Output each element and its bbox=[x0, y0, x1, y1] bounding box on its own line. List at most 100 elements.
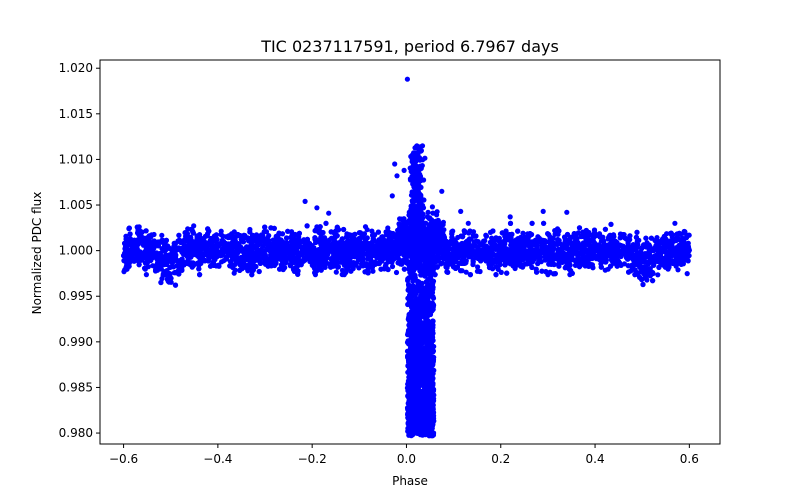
data-point bbox=[262, 224, 268, 230]
data-point bbox=[617, 235, 623, 241]
data-point bbox=[229, 231, 235, 237]
data-point bbox=[242, 233, 248, 239]
data-point bbox=[263, 237, 269, 243]
data-point bbox=[337, 239, 344, 245]
data-point bbox=[165, 278, 171, 284]
data-point bbox=[626, 269, 632, 275]
data-point bbox=[506, 236, 512, 242]
data-point bbox=[686, 232, 692, 238]
data-point bbox=[304, 243, 310, 249]
data-points bbox=[121, 76, 692, 439]
data-point bbox=[143, 272, 149, 278]
data-point bbox=[291, 244, 297, 250]
chart-title: TIC 0237117591, period 6.7967 days bbox=[260, 37, 559, 56]
data-point bbox=[577, 263, 583, 269]
data-point bbox=[535, 234, 541, 240]
data-point bbox=[510, 263, 516, 269]
data-point bbox=[541, 220, 547, 226]
data-point bbox=[273, 233, 279, 239]
data-point bbox=[546, 261, 552, 267]
data-point bbox=[268, 259, 274, 265]
data-point bbox=[194, 233, 200, 239]
data-point bbox=[278, 237, 284, 243]
data-point bbox=[504, 270, 510, 276]
data-point bbox=[362, 224, 369, 230]
data-point bbox=[591, 227, 598, 233]
data-point bbox=[608, 221, 614, 227]
data-point bbox=[178, 265, 184, 271]
data-point bbox=[126, 225, 132, 231]
data-point bbox=[356, 230, 362, 236]
data-point bbox=[675, 254, 682, 260]
data-point bbox=[681, 228, 687, 235]
data-point bbox=[463, 269, 469, 275]
data-point bbox=[263, 261, 269, 267]
data-point bbox=[370, 232, 376, 238]
data-point bbox=[372, 261, 378, 267]
data-point bbox=[623, 236, 629, 242]
data-point bbox=[466, 230, 472, 236]
data-point bbox=[633, 234, 640, 240]
data-point bbox=[493, 235, 499, 241]
data-point bbox=[448, 254, 454, 260]
data-point bbox=[572, 262, 579, 268]
data-point bbox=[645, 259, 651, 266]
data-point bbox=[533, 266, 539, 272]
data-point bbox=[325, 250, 331, 256]
data-point bbox=[245, 268, 251, 274]
data-point bbox=[608, 263, 614, 269]
data-point bbox=[389, 257, 395, 264]
data-point bbox=[304, 223, 310, 229]
data-point bbox=[529, 220, 535, 226]
data-point bbox=[168, 258, 174, 264]
data-point bbox=[391, 251, 397, 257]
data-point bbox=[666, 255, 672, 261]
data-point bbox=[218, 253, 224, 259]
data-point bbox=[247, 244, 253, 250]
data-point bbox=[467, 272, 473, 278]
data-point bbox=[274, 248, 280, 254]
data-point bbox=[295, 238, 301, 244]
data-point bbox=[465, 220, 471, 226]
data-point bbox=[166, 252, 172, 258]
data-point bbox=[495, 266, 501, 272]
data-point bbox=[136, 262, 142, 268]
data-point bbox=[176, 271, 182, 277]
data-point bbox=[665, 244, 671, 250]
data-point bbox=[333, 269, 339, 275]
data-point bbox=[383, 229, 389, 235]
data-point bbox=[643, 254, 649, 260]
data-point bbox=[672, 220, 678, 226]
data-point bbox=[205, 226, 211, 232]
data-point bbox=[231, 244, 237, 250]
data-point bbox=[311, 265, 318, 271]
data-point bbox=[656, 264, 662, 270]
data-point bbox=[385, 266, 391, 273]
data-point bbox=[167, 271, 173, 277]
data-point bbox=[132, 251, 138, 257]
data-point bbox=[185, 258, 191, 264]
data-point bbox=[513, 240, 519, 247]
data-point bbox=[250, 232, 256, 238]
data-point bbox=[634, 229, 640, 235]
data-point bbox=[650, 278, 656, 284]
data-point bbox=[574, 236, 580, 242]
data-point bbox=[643, 235, 649, 241]
data-point bbox=[507, 258, 513, 265]
data-point bbox=[464, 238, 470, 244]
data-point bbox=[602, 267, 608, 273]
data-point bbox=[393, 269, 400, 276]
data-point bbox=[133, 237, 139, 244]
data-point bbox=[539, 268, 545, 274]
data-point bbox=[370, 239, 376, 245]
data-point bbox=[383, 261, 389, 267]
data-point bbox=[280, 266, 286, 273]
data-point bbox=[550, 240, 557, 246]
data-point bbox=[668, 230, 674, 236]
data-point bbox=[460, 252, 466, 258]
data-point bbox=[350, 261, 356, 267]
data-point bbox=[557, 247, 563, 253]
data-point bbox=[507, 220, 514, 226]
data-point bbox=[503, 228, 509, 234]
